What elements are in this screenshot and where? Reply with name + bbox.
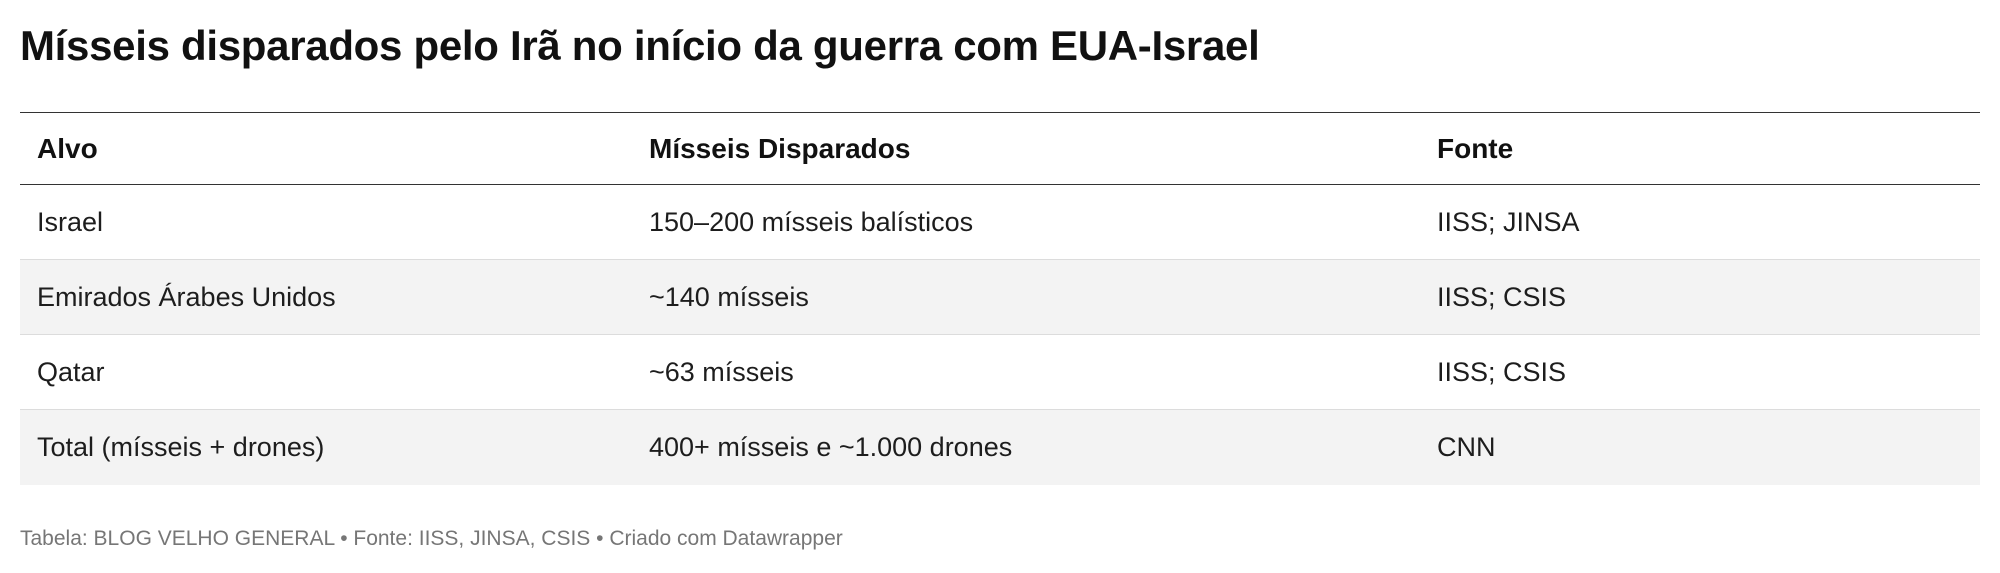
column-header-alvo[interactable]: Alvo	[20, 112, 632, 185]
table-title: Mísseis disparados pelo Irã no início da…	[20, 22, 1260, 69]
cell-fonte: IISS; JINSA	[1420, 184, 1980, 260]
cell-alvo: Israel	[20, 184, 632, 260]
cell-alvo: Qatar	[20, 334, 632, 410]
cell-alvo: Emirados Árabes Unidos	[20, 259, 632, 335]
table-row: Israel 150–200 mísseis balísticos IISS; …	[20, 184, 1980, 260]
table-row: Qatar ~63 mísseis IISS; CSIS	[20, 334, 1980, 410]
cell-misseis: ~140 mísseis	[632, 259, 1420, 335]
data-table: Alvo Mísseis Disparados Fonte Israel 150…	[20, 112, 1980, 485]
header-row: Alvo Mísseis Disparados Fonte	[20, 112, 1980, 185]
cell-misseis: ~63 mísseis	[632, 334, 1420, 410]
column-header-misseis-disparados[interactable]: Mísseis Disparados	[632, 112, 1420, 185]
table-row: Total (mísseis + drones) 400+ mísseis e …	[20, 409, 1980, 485]
cell-fonte: IISS; CSIS	[1420, 334, 1980, 410]
cell-alvo: Total (mísseis + drones)	[20, 409, 632, 485]
table-header: Alvo Mísseis Disparados Fonte	[20, 112, 1980, 185]
cell-misseis: 400+ mísseis e ~1.000 drones	[632, 409, 1420, 485]
cell-fonte: IISS; CSIS	[1420, 259, 1980, 335]
table-body: Israel 150–200 mísseis balísticos IISS; …	[20, 184, 1980, 485]
table-row: Emirados Árabes Unidos ~140 mísseis IISS…	[20, 259, 1980, 335]
cell-misseis: 150–200 mísseis balísticos	[632, 184, 1420, 260]
table-footer-credits: Tabela: BLOG VELHO GENERAL • Fonte: IISS…	[20, 527, 843, 550]
cell-fonte: CNN	[1420, 409, 1980, 485]
column-header-fonte[interactable]: Fonte	[1420, 112, 1980, 185]
